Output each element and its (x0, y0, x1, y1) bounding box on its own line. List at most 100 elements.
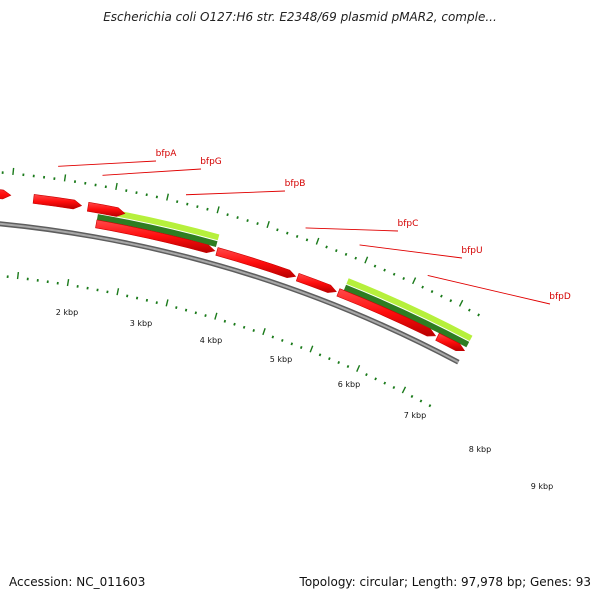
outer-tick (449, 299, 453, 303)
inner-tick (309, 345, 314, 353)
inner-tick (337, 361, 341, 365)
gene-label-leader (359, 244, 463, 259)
backbone-highlight (0, 222, 459, 364)
outer-tick (145, 193, 148, 197)
gene-label-leader (102, 168, 202, 176)
outer-tick (186, 202, 189, 206)
gene-label-leader (305, 227, 399, 232)
outer-tick (315, 237, 320, 245)
inner-tick (184, 308, 188, 312)
outer-tick (63, 174, 67, 182)
outer-tick (266, 220, 270, 229)
inner-tick (383, 381, 387, 385)
outer-tick (430, 290, 434, 294)
gene-arrow-bfpd (336, 288, 437, 337)
outer-tick (373, 264, 377, 268)
gene-label-layer: bfpA bfpG bfpB bfpC bfpU bfpD (58, 149, 571, 305)
outer-tick (216, 206, 220, 214)
inner-tick (233, 322, 236, 326)
gene-arrow-bfpg (86, 202, 126, 217)
inner-tick (374, 377, 377, 381)
inner-tick (135, 296, 139, 300)
tick-label-7kbp: 7 kbp (404, 411, 426, 420)
outer-tick (155, 195, 159, 199)
gene-arrow-left (0, 189, 12, 200)
accession-text: Accession: NC_011603 (9, 575, 146, 589)
inner-tick (299, 345, 303, 349)
inner-tick (392, 385, 396, 390)
outer-tick (276, 228, 279, 232)
inner-tick (223, 319, 227, 323)
inner-tick (175, 306, 178, 309)
outer-tick (256, 222, 259, 226)
inner-tick (356, 364, 361, 372)
outer-tick (412, 277, 417, 285)
outer-tick (236, 216, 239, 220)
inner-tick (126, 294, 129, 298)
feature-bar-2-dark (343, 284, 470, 348)
inner-tick (410, 394, 414, 398)
outer-tick-track (1, 167, 480, 317)
outer-tick (12, 167, 15, 175)
inner-tick (318, 353, 322, 357)
feature-bar-2-light (346, 278, 473, 342)
tick-label-3kbp: 3 kbp (130, 319, 152, 328)
inner-tick (346, 364, 350, 368)
tick-label-6kbp: 6 kbp (338, 380, 360, 389)
outer-tick (286, 231, 289, 235)
outer-tick (295, 234, 299, 238)
tick-label-8kbp: 8 kbp (469, 445, 491, 454)
inner-tick (328, 357, 331, 361)
outer-tick (115, 182, 118, 191)
outer-tick (467, 308, 471, 312)
gene-label-bfpu: bfpU (461, 246, 482, 256)
outer-tick (392, 272, 396, 276)
gene-label-leader (185, 190, 286, 196)
tick-label-2kbp: 2 kbp (56, 308, 78, 317)
inner-tick (155, 301, 158, 305)
inner-tick (242, 325, 246, 329)
outer-tick (354, 256, 358, 260)
gene-label-leader (58, 160, 157, 167)
inner-tick (428, 404, 432, 408)
outer-tick (226, 213, 229, 217)
inner-tick (281, 338, 284, 342)
gene-label-bfpd: bfpD (549, 292, 571, 302)
outer-tick (421, 285, 424, 289)
inner-tick (252, 329, 255, 332)
backbone-ring (0, 221, 460, 365)
backbone-arc (0, 221, 460, 365)
outer-tick (364, 256, 369, 264)
outer-tick (176, 200, 179, 204)
inner-tick (401, 386, 407, 394)
inner-tick (271, 335, 275, 339)
outer-tick (325, 245, 328, 249)
tick-label-4kbp: 4 kbp (200, 336, 222, 345)
inner-tick (116, 288, 120, 296)
inner-tick (262, 328, 266, 336)
outer-tick (305, 238, 309, 242)
gene-arrow-bfpa (32, 194, 83, 210)
outer-tick (196, 205, 199, 209)
inner-tick (194, 311, 198, 315)
outer-tick (440, 294, 443, 298)
inner-tick (419, 399, 423, 403)
tick-label-layer: 2 kbp 3 kbp 4 kbp 5 kbp 6 kbp 7 kbp 8 kbp 9 kbp (56, 308, 553, 491)
summary-text: Topology: circular; Length: 97,978 bp; G… (299, 575, 591, 589)
tick-label-5kbp: 5 kbp (270, 355, 292, 364)
gene-label-bfpc: bfpC (398, 219, 419, 229)
gene-label-bfpg: bfpG (200, 157, 222, 167)
inner-tick (165, 299, 169, 307)
gene-arrow-bfpb (95, 219, 216, 254)
outer-tick (246, 219, 249, 222)
gene-label-leader (427, 274, 551, 305)
gene-label-bfpb: bfpB (285, 179, 306, 189)
inner-tick (16, 272, 20, 280)
inner-tick (66, 278, 70, 287)
inner-tick (145, 298, 149, 302)
gene-arrow-next (435, 332, 466, 352)
outer-tick (383, 268, 386, 272)
outer-tick (335, 249, 338, 253)
outer-tick (344, 252, 348, 256)
